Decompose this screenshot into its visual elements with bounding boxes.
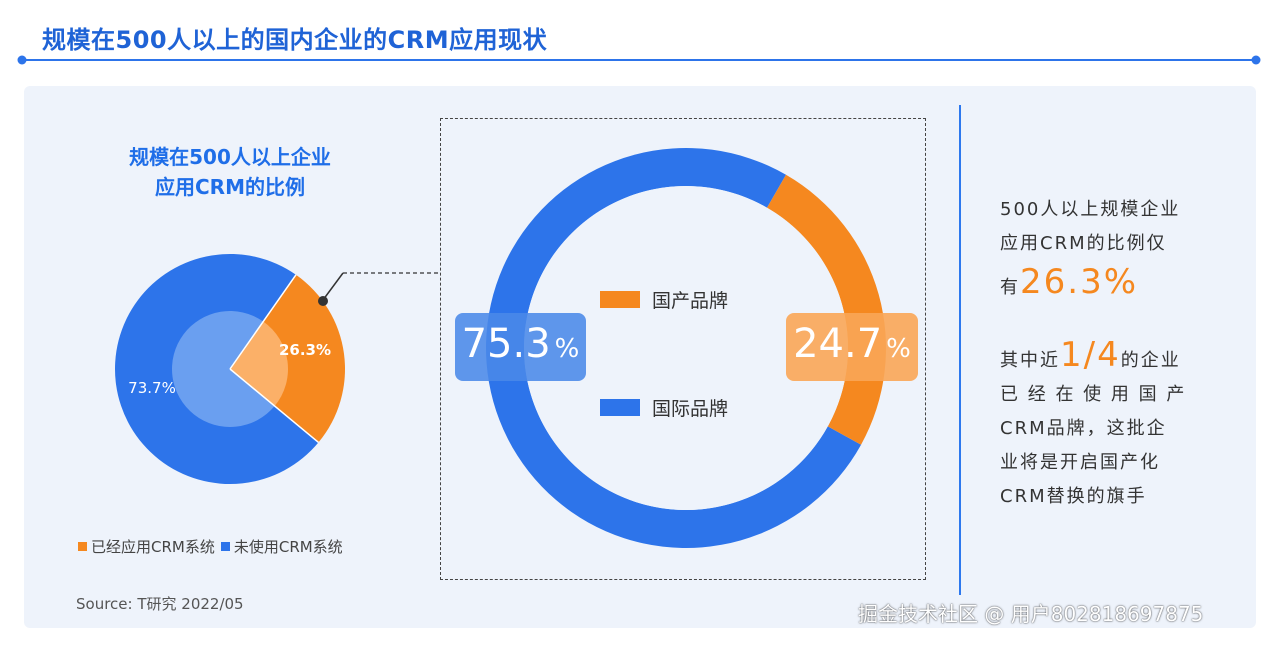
summary-line: 有26.3% — [1000, 265, 1200, 305]
domestic-brand-value-badge: 24.7 % — [786, 313, 918, 381]
summary-line: 其中近1/4的企业 — [1000, 338, 1200, 378]
ring-legend-label: 国产品牌 — [652, 290, 729, 312]
summary-text-2: 其中近1/4的企业 已 经 在 使 用 国 产 CRM品牌，这批企 业将是开启国… — [1000, 338, 1200, 514]
pie-label-not-adopted: 73.7% — [128, 379, 176, 397]
legend-swatch-blue — [220, 542, 230, 551]
summary-prefix: 有 — [1000, 277, 1020, 298]
legend-item-not-adopted: 未使用CRM系统 — [220, 536, 343, 557]
summary-text-1: 500人以上规模企业 应用CRM的比例仅 有26.3% — [1000, 193, 1200, 305]
pie-legend: 已经应用CRM系统 未使用CRM系统 — [78, 536, 343, 557]
pie-inner-orange — [230, 321, 288, 407]
pie-inner-blue — [171, 311, 275, 427]
domestic-brand-pct: % — [886, 334, 911, 364]
ring-legend-domestic: 国产品牌 — [600, 286, 728, 313]
source-note: Source: T研究 2022/05 — [76, 595, 244, 613]
legend-label: 未使用CRM系统 — [233, 538, 343, 556]
legend-swatch-orange — [600, 291, 640, 308]
domestic-brand-value: 24.7 — [793, 321, 883, 367]
summary-line: 500人以上规模企业 — [1000, 199, 1181, 220]
crm-adoption-pie: 26.3% 73.7% — [114, 253, 345, 484]
ring-hole — [524, 186, 848, 510]
legend-item-adopted: 已经应用CRM系统 — [78, 536, 215, 557]
summary-line: 业将是开启国产化 — [1000, 452, 1160, 473]
summary-line: CRM替换的旗手 — [1000, 486, 1147, 507]
summary-prefix: 其中近 — [1000, 350, 1060, 371]
summary-suffix: 的企业 — [1120, 350, 1181, 371]
pie-slice-adopted — [230, 274, 345, 443]
intl-brand-value-badge: 75.3 % — [455, 313, 586, 381]
pie-chart-title: 规模在500人以上企业 应用CRM的比例 — [96, 142, 364, 202]
summary-line: CRM品牌，这批企 — [1000, 418, 1167, 439]
pie-label-adopted: 26.3% — [279, 341, 331, 359]
page-title: 规模在500人以上的国内企业的CRM应用现状 — [42, 26, 548, 54]
vertical-divider — [959, 105, 961, 595]
summary-line: 应用CRM的比例仅 — [1000, 233, 1167, 254]
legend-swatch-orange — [78, 542, 87, 551]
ring-chart-frame — [440, 118, 926, 580]
pie-title-line-2: 应用CRM的比例 — [155, 175, 305, 199]
ring-legend-international: 国际品牌 — [600, 394, 728, 421]
leader-dot — [318, 296, 328, 306]
summary-highlight-fraction: 1/4 — [1060, 335, 1121, 375]
pie-separator — [229, 274, 297, 370]
title-divider — [17, 55, 1261, 65]
pie-separator — [229, 368, 319, 444]
leader-line-diagonal — [322, 272, 344, 301]
intl-brand-pct: % — [554, 334, 580, 364]
ring-legend-label: 国际品牌 — [652, 398, 729, 420]
intl-brand-value: 75.3 — [461, 321, 551, 367]
pie-title-line-1: 规模在500人以上企业 — [129, 145, 331, 169]
watermark: 掘金技术社区 @ 用户802818697875 — [858, 602, 1204, 626]
summary-highlight-value: 26.3% — [1020, 262, 1139, 302]
summary-line: 已 经 在 使 用 国 产 — [1000, 384, 1187, 405]
legend-swatch-blue — [600, 399, 640, 416]
legend-label: 已经应用CRM系统 — [91, 538, 215, 556]
